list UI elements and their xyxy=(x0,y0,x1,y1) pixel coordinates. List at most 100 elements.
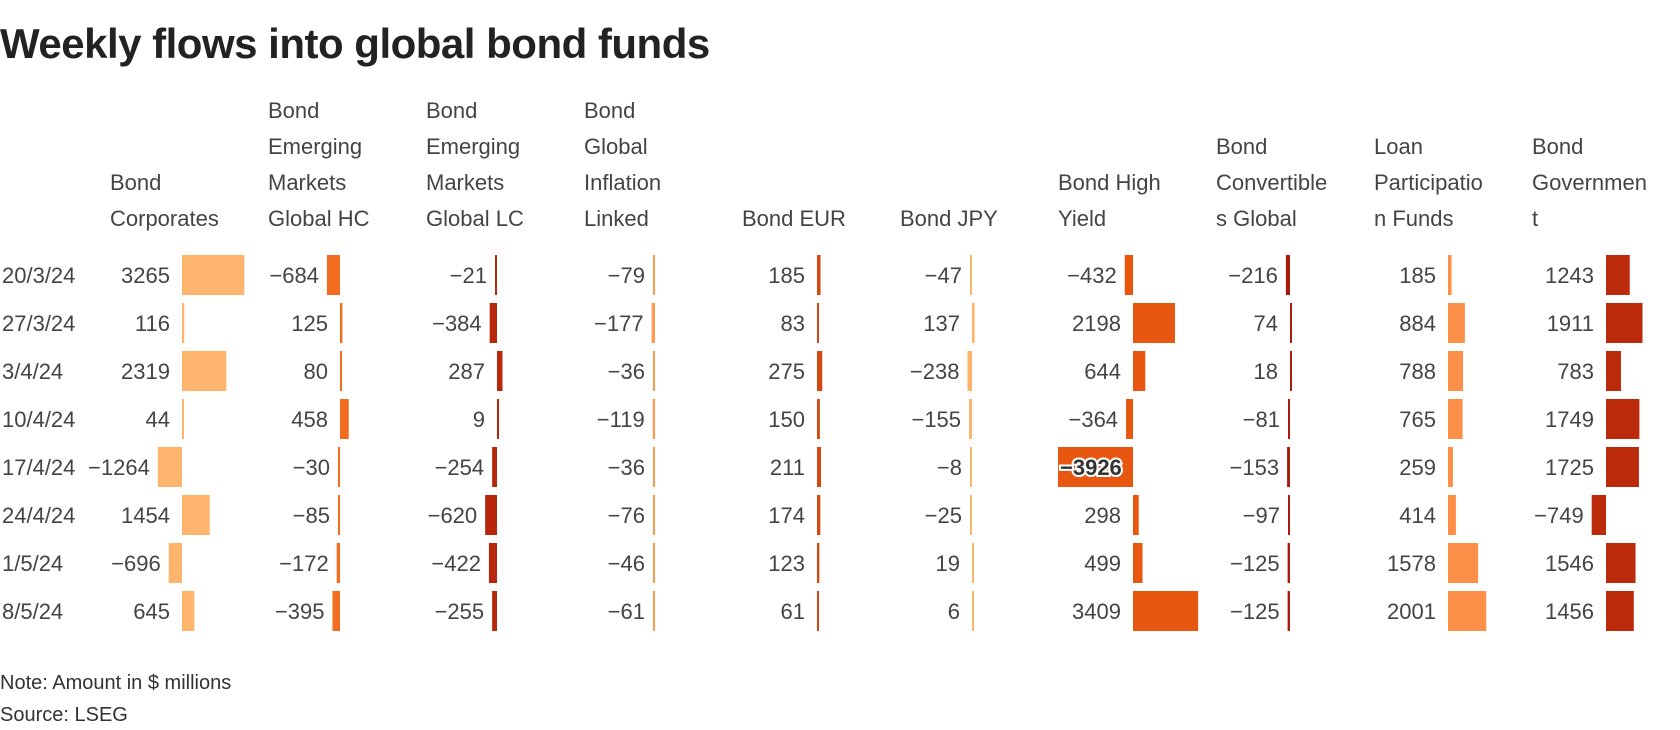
value-label: −36 xyxy=(608,359,645,384)
bar xyxy=(182,351,227,391)
bar xyxy=(1287,447,1290,487)
bar xyxy=(1606,591,1634,631)
value-label: 125 xyxy=(291,311,328,336)
value-label: −422 xyxy=(431,551,481,576)
value-label: −3926 xyxy=(1060,455,1122,480)
value-label: −153 xyxy=(1230,455,1280,480)
bar xyxy=(157,447,182,487)
value-label: −21 xyxy=(450,263,487,288)
bar xyxy=(1133,543,1143,583)
bar xyxy=(972,543,974,583)
value-label: 1546 xyxy=(1545,551,1594,576)
bar xyxy=(1285,255,1290,295)
value-label: −177 xyxy=(594,311,644,336)
bar xyxy=(1290,351,1292,391)
bar xyxy=(1606,447,1639,487)
bar xyxy=(653,495,655,535)
column-header-line: Global HC xyxy=(268,206,370,231)
bar xyxy=(1448,351,1464,391)
value-label: −155 xyxy=(911,407,961,432)
value-label: 185 xyxy=(1399,263,1436,288)
value-label: 116 xyxy=(135,311,170,336)
bar xyxy=(182,591,195,631)
bar xyxy=(817,303,819,343)
value-label: −254 xyxy=(435,455,485,480)
column-header-line: Bond xyxy=(426,98,477,123)
column-header-line: Emerging xyxy=(426,134,520,159)
value-label: 18 xyxy=(1254,359,1278,384)
bar xyxy=(1133,591,1199,631)
row-label: 10/4/24 xyxy=(2,407,75,432)
column-header-line: Loan xyxy=(1374,134,1423,159)
value-label: 174 xyxy=(768,503,805,528)
column-header-line: Markets xyxy=(426,170,504,195)
value-label: 1456 xyxy=(1545,599,1594,624)
bar xyxy=(653,351,655,391)
bar xyxy=(1606,543,1636,583)
value-label: −119 xyxy=(597,407,645,432)
column-header-line: Participatio xyxy=(1374,170,1483,195)
bar xyxy=(1133,351,1146,391)
row-label: 3/4/24 xyxy=(2,359,63,384)
value-label: 6 xyxy=(948,599,960,624)
bar xyxy=(1133,303,1175,343)
bar xyxy=(972,303,975,343)
value-label: 150 xyxy=(768,407,805,432)
bar xyxy=(332,591,340,631)
bar xyxy=(1133,495,1139,535)
column-header-line: t xyxy=(1532,206,1538,231)
chart-source: Source: LSEG xyxy=(0,704,128,726)
bar xyxy=(1058,447,1133,487)
row-label: 24/4/24 xyxy=(2,503,75,528)
value-label: 499 xyxy=(1084,551,1121,576)
bar xyxy=(972,591,974,631)
column-header-line: Governmen xyxy=(1532,170,1647,195)
bar xyxy=(1606,399,1640,439)
bar xyxy=(967,351,972,391)
value-label: −125 xyxy=(1230,551,1280,576)
column-header-line: Yield xyxy=(1058,206,1106,231)
value-label: −172 xyxy=(279,551,329,576)
value-label: −47 xyxy=(925,263,962,288)
value-label: 185 xyxy=(768,263,805,288)
column-header-line: Bond xyxy=(268,98,319,123)
column-header-line: Inflation xyxy=(584,170,661,195)
value-label: 83 xyxy=(781,311,805,336)
value-label: 1725 xyxy=(1545,455,1594,480)
value-label: 414 xyxy=(1399,503,1436,528)
bar xyxy=(1448,399,1463,439)
bar xyxy=(970,447,972,487)
bar xyxy=(336,543,340,583)
column-header-line: n Funds xyxy=(1374,206,1454,231)
column-header-line: Bond JPY xyxy=(900,206,998,231)
value-label: −25 xyxy=(925,503,962,528)
bar xyxy=(1448,591,1487,631)
bar xyxy=(485,495,497,535)
bar xyxy=(653,591,655,631)
bar xyxy=(338,447,340,487)
column-header-line: Bond xyxy=(110,170,161,195)
column-header-line: Convertible xyxy=(1216,170,1327,195)
value-label: −1264 xyxy=(88,455,150,480)
bar xyxy=(1591,495,1606,535)
value-label: −85 xyxy=(293,503,330,528)
bar xyxy=(1448,255,1452,295)
value-label: −384 xyxy=(432,311,482,336)
bar xyxy=(1448,447,1453,487)
value-label: −46 xyxy=(608,551,645,576)
bar xyxy=(817,543,820,583)
bar xyxy=(489,303,497,343)
column-header-line: s Global xyxy=(1216,206,1297,231)
bar xyxy=(492,591,497,631)
value-label: 765 xyxy=(1399,407,1436,432)
bar xyxy=(492,447,497,487)
value-label: 1911 xyxy=(1547,311,1594,336)
value-label: −30 xyxy=(293,455,330,480)
bar xyxy=(182,495,210,535)
value-label: 783 xyxy=(1557,359,1594,384)
row-label: 1/5/24 xyxy=(2,551,63,576)
value-label: 458 xyxy=(291,407,328,432)
value-label: 645 xyxy=(133,599,170,624)
bar xyxy=(340,399,349,439)
bar xyxy=(652,399,655,439)
